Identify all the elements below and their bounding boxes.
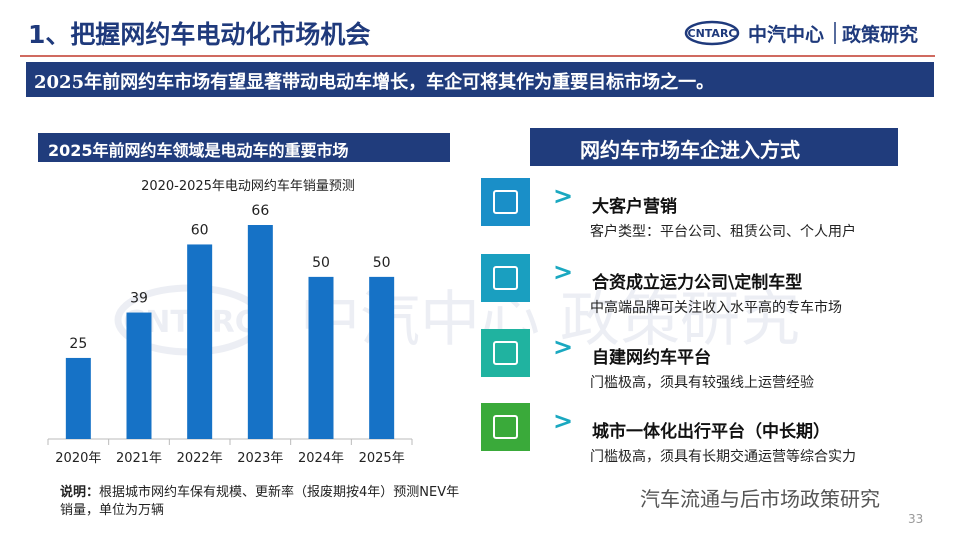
item-icon: [481, 254, 530, 302]
item-description: 客户类型：平台公司、租赁公司、个人用户: [590, 224, 856, 240]
left-heading-bg: [38, 133, 450, 162]
value-label: 60: [191, 222, 209, 238]
right-heading: 网约车市场车企进入方式: [580, 138, 800, 162]
note: 说明：根据城市网约车保有规模、更新率（报废期按4年）预测NEV年销量，单位为万辆: [60, 484, 460, 520]
item-icon-glyph: [493, 415, 518, 439]
item-description: 门槛极高，须具有长期交通运营等综合实力: [590, 449, 856, 465]
banner-bg: [26, 62, 934, 97]
item-arrow: >: [553, 182, 573, 210]
item-title: 合资成立运力公司\定制车型: [592, 273, 803, 293]
item-icon: [481, 178, 530, 226]
item-title: 城市一体化出行平台（中长期）: [592, 422, 830, 442]
item-icon: [481, 329, 530, 377]
x-tick-label: 2023年: [237, 451, 283, 466]
item-icon-glyph: [493, 266, 518, 290]
item-title: 大客户营销: [592, 197, 677, 217]
left-heading: 2025年前网约车领域是电动车的重要市场: [48, 141, 349, 160]
item-icon-glyph: [493, 190, 518, 214]
banner: 2025年前网约车市场有望显著带动电动车增长，车企可将其作为重要目标市场之一。: [34, 72, 715, 93]
item-description: 门槛极高，须具有较强线上运营经验: [590, 375, 814, 391]
note-text: 根据城市网约车保有规模、更新率（报废期按4年）预测NEV年销量，单位为万辆: [60, 485, 460, 518]
item-icon: [481, 403, 530, 451]
bar: [126, 312, 152, 439]
footer-source: 汽车流通与后市场政策研究: [640, 487, 880, 511]
logo-dept: 政策研究: [842, 24, 919, 46]
chart-title: 2020-2025年电动网约车年销量预测: [141, 179, 355, 194]
x-tick-label: 2021年: [116, 451, 162, 466]
value-label: 66: [251, 203, 269, 219]
item-arrow: >: [553, 333, 573, 361]
value-label: 39: [130, 291, 148, 307]
note-label: 说明：: [60, 485, 100, 500]
watermark-dept: 政策研究: [560, 285, 800, 355]
item-arrow: >: [553, 407, 573, 435]
x-tick-label: 2020年: [55, 451, 101, 466]
bar: [65, 357, 91, 439]
item-description: 中高端品牌可关注收入水平高的专车市场: [590, 300, 842, 316]
value-label: 50: [312, 255, 330, 271]
x-tick-label: 2022年: [177, 451, 223, 466]
bar: [247, 225, 273, 439]
item-arrow: >: [553, 258, 573, 286]
page-number: 33: [908, 512, 924, 526]
value-label: 25: [69, 336, 87, 352]
x-tick-label: 2025年: [359, 451, 405, 466]
logo-name: 中汽中心: [748, 24, 825, 46]
right-heading-bg: [530, 128, 898, 166]
bar: [369, 276, 395, 439]
value-label: 50: [373, 255, 391, 271]
bar: [308, 276, 334, 439]
slide-title: 1、把握网约车电动化市场机会: [28, 20, 371, 49]
logo-mark: CNTARC: [688, 27, 737, 40]
x-tick-label: 2024年: [298, 451, 344, 466]
item-icon-glyph: [493, 341, 518, 365]
logo-ring: [684, 20, 740, 46]
bar: [187, 244, 213, 439]
item-title: 自建网约车平台: [592, 348, 711, 368]
